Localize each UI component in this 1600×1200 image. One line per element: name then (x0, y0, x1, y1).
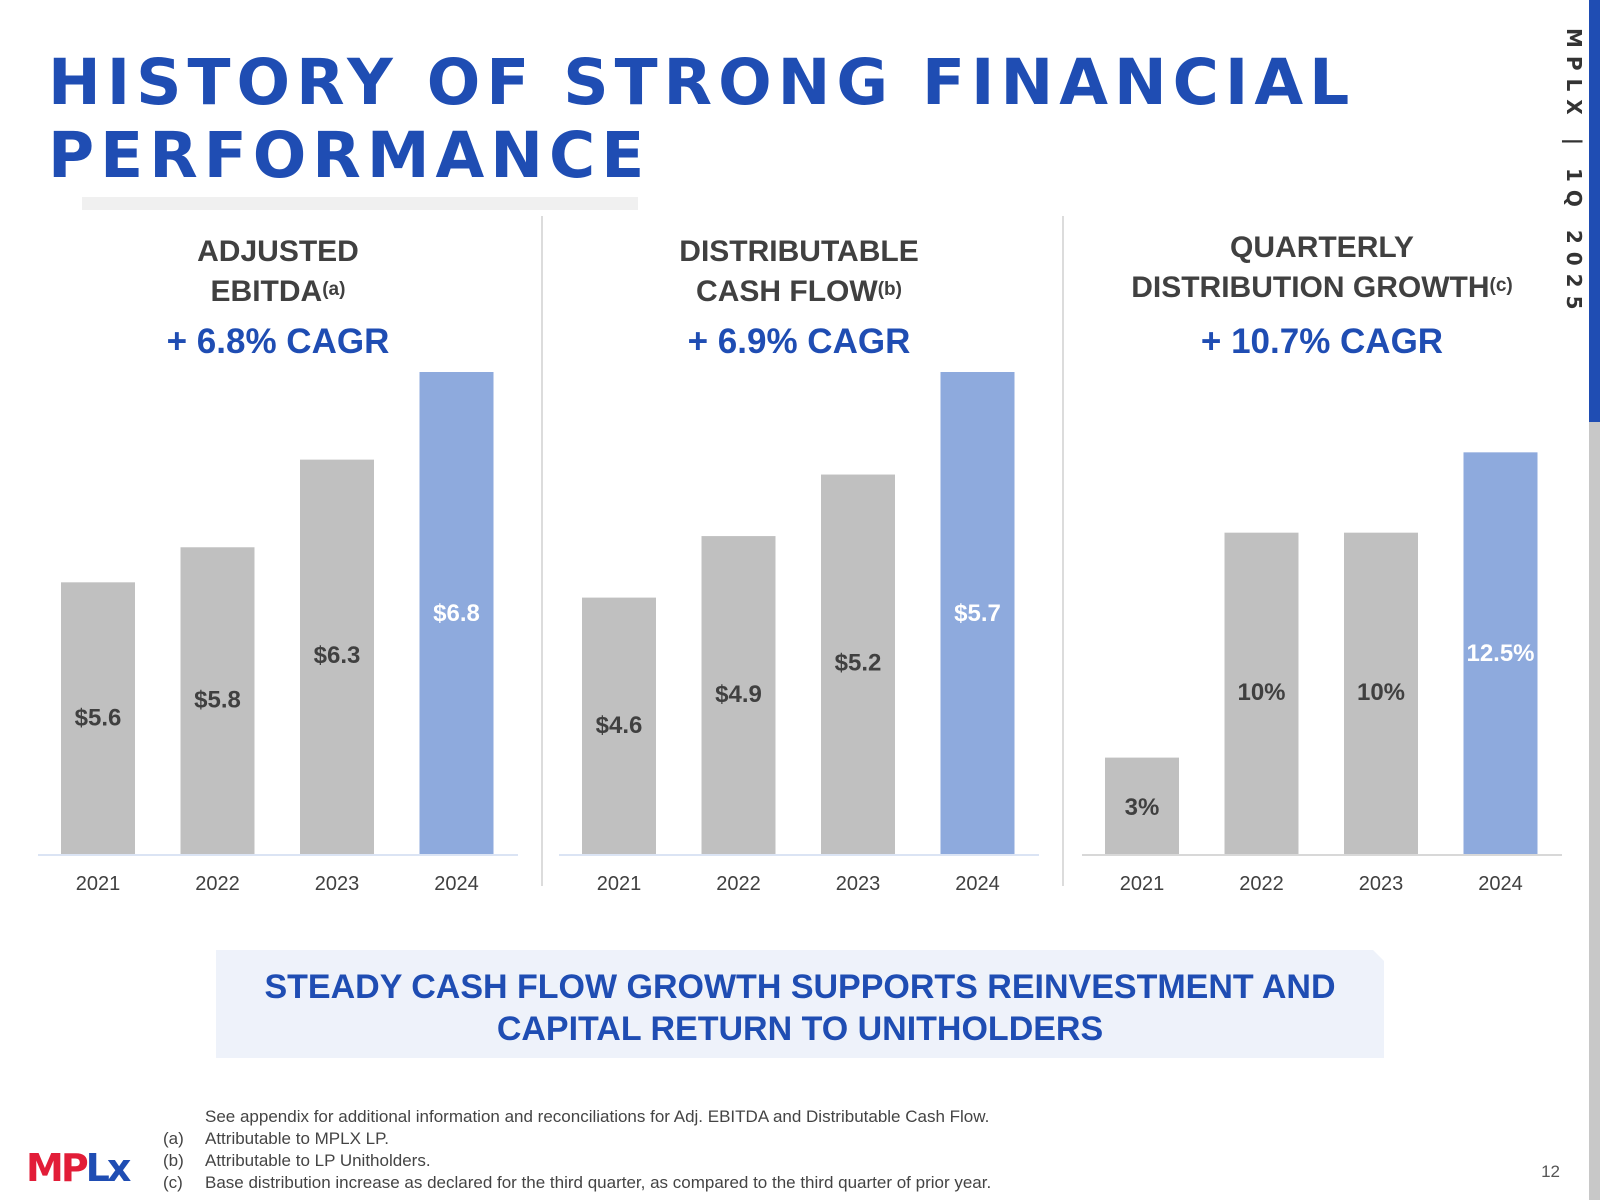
x-tick-label: 2024 (955, 873, 1000, 895)
bar-2024 (419, 372, 494, 854)
data-label: $5.8 (194, 687, 241, 714)
cagr-label: + 10.7% CAGR (1200, 322, 1444, 361)
panel-title-line2: DISTRIBUTION GROWTH(c) (1072, 268, 1572, 308)
panel-title-line2: CASH FLOW(b) (549, 272, 1049, 312)
panel-title-line1: ADJUSTED (197, 235, 359, 268)
panel-divider-1 (541, 216, 543, 886)
panel-title: ADJUSTED EBITDA(a) (28, 232, 528, 312)
page-title: HISTORY OF STRONG FINANCIAL PERFORMANCE (48, 46, 1355, 192)
footnote-mark: (c) (1489, 275, 1513, 296)
bar-2022 (1224, 532, 1299, 854)
x-tick-label: 2021 (597, 873, 642, 895)
x-tick-label: 2023 (1359, 873, 1404, 895)
panel-title-line1: DISTRIBUTABLE (679, 235, 919, 268)
data-label: $5.7 (954, 600, 1001, 627)
data-label: 10% (1237, 679, 1285, 706)
footnote-item: (a) Attributable to MPLX LP. (163, 1128, 991, 1150)
logo-part-2: Lx (85, 1146, 132, 1190)
footnote-intro: See appendix for additional information … (163, 1106, 991, 1128)
bar-2023 (1344, 532, 1418, 854)
bar-2023 (300, 459, 374, 854)
footnote-item: (b) Attributable to LP Unitholders. (163, 1150, 991, 1172)
panel-divider-2 (1062, 216, 1064, 886)
x-tick-label: 2023 (836, 873, 881, 895)
footnote-item-mark: (b) (163, 1151, 184, 1170)
data-label: 12.5% (1466, 640, 1534, 667)
data-label: $5.6 (75, 704, 122, 731)
footnotes: See appendix for additional information … (163, 1106, 991, 1194)
cagr-label: + 6.8% CAGR (166, 322, 390, 361)
panel-title-line1: QUARTERLY (1230, 231, 1414, 264)
x-tick-label: 2022 (1239, 873, 1284, 895)
mplx-logo: MPLx (26, 1146, 132, 1190)
bar-2022 (701, 536, 776, 854)
data-label: $4.6 (596, 712, 643, 739)
page-title-line1: HISTORY OF STRONG FINANCIAL (48, 46, 1356, 119)
page-number: 12 (1541, 1162, 1560, 1181)
bar-2021 (1105, 757, 1179, 854)
bar-chart-adjusted-ebitda: $5.6 2021 $5.8 2022 $6.3 2023 $6.8 2024 (38, 372, 518, 895)
side-accent-bar (1589, 0, 1600, 422)
cagr-label: + 6.9% CAGR (687, 322, 911, 361)
panel-title: QUARTERLY DISTRIBUTION GROWTH(c) (1072, 228, 1572, 308)
x-tick-label: 2022 (716, 873, 761, 895)
data-label: $5.2 (835, 649, 882, 676)
callout-line1: STEADY CASH FLOW GROWTH SUPPORTS REINVES… (264, 968, 1336, 1006)
x-tick-label: 2021 (76, 873, 121, 895)
bar-2021 (61, 582, 135, 854)
footnote-item-mark: (c) (163, 1173, 183, 1192)
page-title-line2: PERFORMANCE (48, 119, 651, 192)
footnote-item-text: Base distribution increase as declared f… (205, 1173, 992, 1192)
footnote-intro-text: See appendix for additional information … (205, 1107, 990, 1126)
data-label: 10% (1357, 679, 1405, 706)
title-underline (82, 197, 638, 210)
panel-title-line2: EBITDA(a) (28, 272, 528, 312)
footnote-item: (c) Base distribution increase as declare… (163, 1172, 991, 1194)
bar-2022 (180, 547, 255, 854)
data-label: $6.8 (433, 600, 480, 627)
side-grey-bar (1589, 422, 1600, 1200)
x-tick-label: 2023 (315, 873, 360, 895)
panel-distributable-cash-flow: DISTRIBUTABLE CASH FLOW(b) + 6.9% CAGR $… (549, 222, 1049, 902)
panel-title: DISTRIBUTABLE CASH FLOW(b) (549, 232, 1049, 312)
logo-part-1: MP (26, 1146, 89, 1190)
side-label: MPLX | 1Q 2025 (1562, 28, 1586, 318)
footnote-item-text: Attributable to LP Unitholders. (205, 1151, 431, 1170)
panel-adjusted-ebitda: ADJUSTED EBITDA(a) + 6.8% CAGR $5.6 2021 $… (28, 222, 528, 902)
panel-title-text: EBITDA (210, 275, 323, 308)
x-tick-label: 2024 (1478, 873, 1523, 895)
footnote-item-mark: (a) (163, 1129, 184, 1148)
panel-quarterly-distribution-growth: QUARTERLY DISTRIBUTION GROWTH(c) + 10.7%… (1072, 222, 1572, 902)
bar-2021 (582, 597, 656, 854)
x-tick-label: 2024 (434, 873, 479, 895)
footnote-item-text: Attributable to MPLX LP. (205, 1129, 389, 1148)
bar-chart-distributable-cash-flow: $4.6 2021 $4.9 2022 $5.2 2023 $5.7 2024 (559, 372, 1039, 895)
x-tick-label: 2021 (1120, 873, 1165, 895)
data-label: 3% (1125, 794, 1160, 821)
panel-title-text: CASH FLOW (696, 275, 878, 308)
callout-line2: CAPITAL RETURN TO UNITHOLDERS (496, 1010, 1104, 1048)
panel-title-text: DISTRIBUTION GROWTH (1131, 271, 1490, 304)
bar-chart-quarterly-distribution-growth: 3% 2021 10% 2022 10% 2023 12.5% 2024 (1082, 452, 1562, 895)
footnote-mark: (a) (322, 279, 346, 300)
bar-2024 (1463, 452, 1538, 854)
data-label: $6.3 (314, 642, 361, 669)
bar-2023 (821, 474, 895, 854)
data-label: $4.9 (715, 681, 762, 708)
footnote-mark: (b) (877, 279, 902, 300)
x-tick-label: 2022 (195, 873, 240, 895)
callout-banner: STEADY CASH FLOW GROWTH SUPPORTS REINVES… (216, 950, 1384, 1058)
bar-2024 (940, 372, 1015, 854)
